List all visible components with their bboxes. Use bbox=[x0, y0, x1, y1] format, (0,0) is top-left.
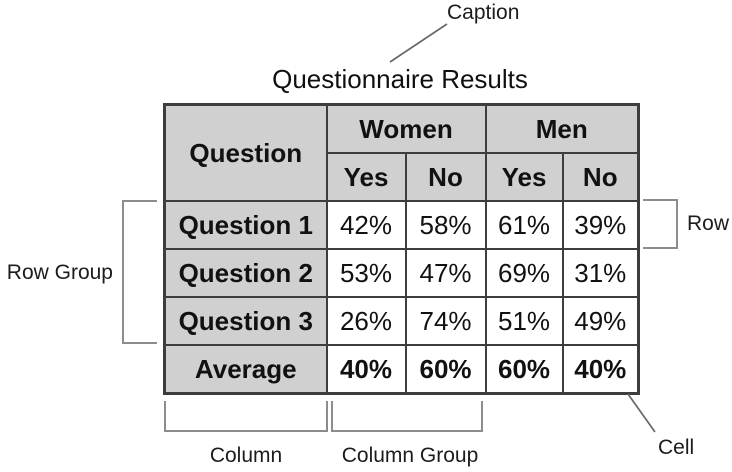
subheader-women-no: No bbox=[404, 152, 487, 202]
table-row: Question 3 26% 74% 51% 49% bbox=[163, 296, 640, 346]
table-caption: Questionnaire Results bbox=[272, 64, 528, 94]
data-cell: 47% bbox=[404, 248, 487, 298]
cell-leader-line bbox=[627, 393, 656, 433]
data-cell: 26% bbox=[325, 296, 407, 346]
table-row: Question 2 53% 47% 69% 31% bbox=[163, 248, 640, 298]
cell-annotation-label: Cell bbox=[658, 436, 695, 459]
column-bracket bbox=[164, 401, 328, 432]
header-row-subheaders: Yes No Yes No bbox=[165, 152, 640, 202]
header-row-groups: Question Women Men bbox=[163, 103, 640, 202]
data-cell: 42% bbox=[325, 200, 407, 250]
data-cell: 61% bbox=[484, 200, 564, 250]
data-cell: 31% bbox=[561, 248, 640, 298]
data-cell: 40% bbox=[561, 344, 640, 395]
data-cell: 49% bbox=[561, 296, 640, 346]
data-cell: 60% bbox=[404, 344, 487, 395]
data-cell: 51% bbox=[484, 296, 564, 346]
data-cell: 40% bbox=[325, 344, 407, 395]
row-header-average: Average bbox=[163, 344, 328, 395]
table-row: Question 1 42% 58% 61% 39% bbox=[163, 200, 640, 250]
summary-row: Average 40% 60% 60% 40% bbox=[163, 344, 640, 395]
row-header-question-3: Question 3 bbox=[163, 296, 328, 346]
data-cell: 58% bbox=[404, 200, 487, 250]
row-bracket bbox=[643, 199, 678, 249]
subheader-women-yes: Yes bbox=[325, 152, 407, 202]
row-annotation-label: Row bbox=[687, 212, 730, 235]
data-cell: 53% bbox=[325, 248, 407, 298]
data-cell: 69% bbox=[484, 248, 564, 298]
row-header-question-2: Question 2 bbox=[163, 248, 328, 298]
column-annotation-label: Column bbox=[209, 444, 283, 467]
group-header-women: Women bbox=[325, 103, 487, 154]
column-group-bracket bbox=[331, 401, 483, 432]
row-group-annotation-label: Row Group bbox=[6, 261, 113, 284]
corner-header-cell: Question bbox=[163, 103, 328, 202]
caption-annotation-label: Caption bbox=[447, 1, 520, 24]
row-header-question-1: Question 1 bbox=[163, 200, 328, 250]
column-group-annotation-label: Column Group bbox=[341, 444, 479, 467]
row-group-bracket bbox=[122, 200, 157, 344]
questionnaire-table: Question Women Men Yes No Yes No Questio… bbox=[163, 103, 641, 395]
group-header-men: Men bbox=[484, 103, 640, 154]
caption-leader-line bbox=[389, 23, 448, 63]
data-cell: 74% bbox=[404, 296, 487, 346]
subheader-men-yes: Yes bbox=[484, 152, 564, 202]
data-cell: 60% bbox=[484, 344, 564, 395]
data-cell: 39% bbox=[561, 200, 640, 250]
subheader-men-no: No bbox=[561, 152, 640, 202]
